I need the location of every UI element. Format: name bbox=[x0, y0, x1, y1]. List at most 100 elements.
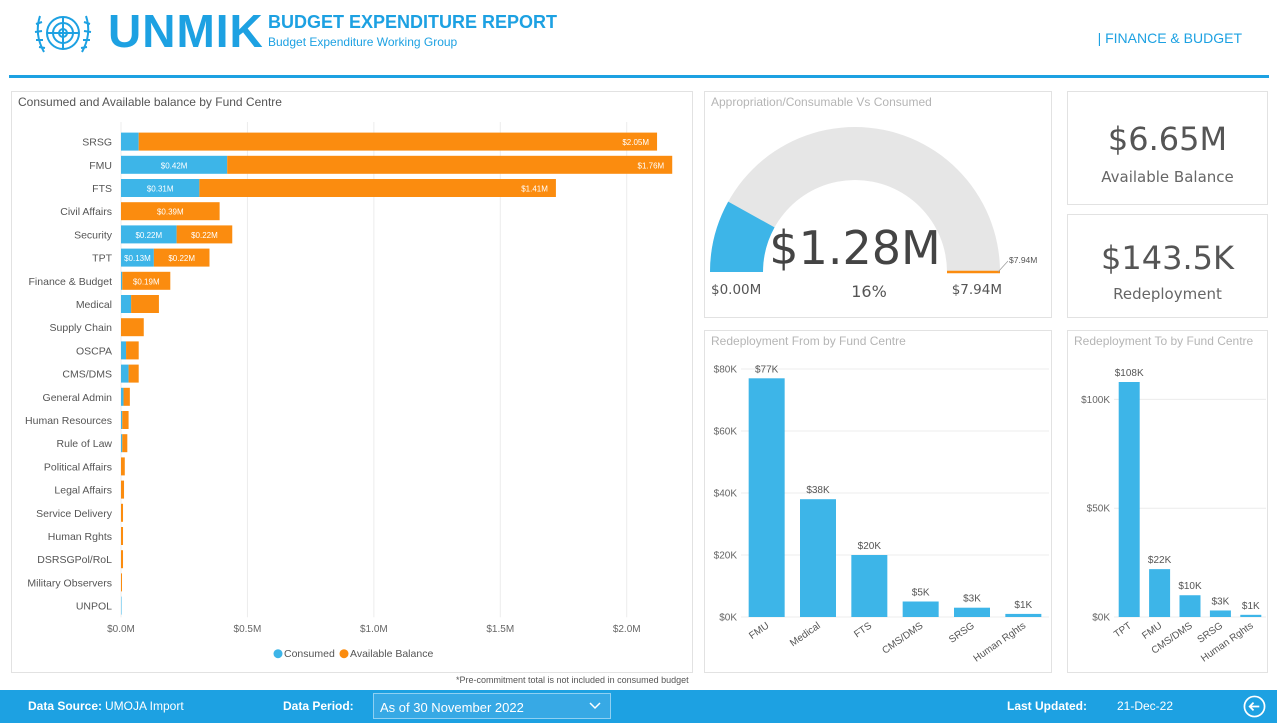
bar-data-label: $0.39M bbox=[157, 208, 184, 217]
bar bbox=[902, 601, 939, 617]
x-tick-label: TPT bbox=[1112, 620, 1134, 640]
bar-available bbox=[121, 573, 123, 592]
report-header: UNMIK BUDGET EXPENDITURE REPORT Budget E… bbox=[0, 0, 1277, 80]
gauge-max-label: $7.94M bbox=[952, 282, 1002, 298]
category-label: Civil Affairs bbox=[60, 206, 112, 218]
x-tick-label: $0.5M bbox=[234, 624, 262, 635]
bar-data-label: $1.41M bbox=[521, 185, 548, 194]
back-arrow-icon[interactable] bbox=[1243, 695, 1266, 718]
bar-available bbox=[121, 550, 124, 569]
bar-available bbox=[121, 202, 220, 221]
category-label: Political Affairs bbox=[44, 461, 112, 473]
data-source-value: UMOJA Import bbox=[105, 699, 184, 713]
last-updated-value: 21-Dec-22 bbox=[1117, 699, 1174, 713]
bar-available bbox=[227, 155, 673, 174]
redeployment-to-panel: Redeployment To by Fund Centre $0K $50K $1… bbox=[1067, 330, 1268, 673]
bar-available bbox=[121, 527, 124, 545]
bar bbox=[800, 499, 836, 617]
bar bbox=[748, 378, 785, 617]
bar-consumed bbox=[121, 434, 123, 453]
bar bbox=[1149, 569, 1171, 617]
bar-data-label: $0.22M bbox=[168, 254, 195, 263]
bar-data-label: $3K bbox=[963, 594, 981, 605]
category-label: FTS bbox=[92, 183, 112, 195]
bar-consumed bbox=[121, 341, 127, 360]
kpi-label: Available Balance bbox=[1101, 168, 1234, 186]
bar-data-label: $0.22M bbox=[191, 231, 218, 240]
bar-available bbox=[122, 411, 129, 429]
bar-data-label: $0.42M bbox=[161, 161, 188, 170]
bar-available bbox=[121, 480, 125, 499]
chart-title: Redeployment To by Fund Centre bbox=[1074, 334, 1254, 348]
kpi-label: Redeployment bbox=[1113, 285, 1222, 303]
gauge-percent: 16% bbox=[851, 282, 887, 301]
consumed-available-chart[interactable]: $0.0M $0.5M $1.0M $1.5M $2.0M SRSG $2.05M FMU $0… bbox=[12, 92, 692, 672]
legend-marker-available bbox=[339, 649, 349, 659]
un-emblem-icon bbox=[34, 15, 92, 53]
category-label: SRSG bbox=[82, 137, 112, 149]
bar-available bbox=[121, 457, 125, 476]
x-tick-label: $2.0M bbox=[613, 624, 641, 635]
legend-marker-consumed bbox=[273, 649, 283, 659]
y-tick-label: $100K bbox=[1081, 395, 1110, 406]
bar bbox=[1240, 614, 1262, 617]
logo-text: UNMIK bbox=[108, 5, 264, 57]
bar-data-label: $1K bbox=[1014, 600, 1032, 611]
category-label: OSCPA bbox=[76, 345, 112, 357]
x-tick-label: Medical bbox=[788, 620, 823, 649]
category-label: Human Rghts bbox=[48, 531, 112, 543]
data-period-value: As of 30 November 2022 bbox=[380, 700, 524, 715]
bar bbox=[1179, 595, 1201, 617]
bar-data-label: $3K bbox=[1212, 596, 1230, 607]
bar bbox=[1118, 382, 1140, 617]
redeployment-to-chart[interactable]: $0K$50K$100K$108KTPT$22KFMU$10KCMS/DMS$3… bbox=[1068, 331, 1267, 672]
bar bbox=[954, 607, 990, 617]
report-subtitle: Budget Expenditure Working Group bbox=[268, 35, 458, 49]
y-tick-label: $20K bbox=[714, 551, 738, 562]
category-label: FMU bbox=[89, 160, 112, 172]
category-label: TPT bbox=[92, 253, 112, 265]
header-divider bbox=[9, 75, 1269, 78]
bar-data-label: $108K bbox=[1115, 368, 1144, 379]
gauge-panel: Appropriation/Consumable Vs Consumed $7.… bbox=[704, 91, 1052, 318]
bar-data-label: $5K bbox=[912, 588, 930, 599]
bar-consumed bbox=[121, 225, 177, 244]
bar-available bbox=[176, 225, 233, 244]
bar-available bbox=[121, 318, 144, 337]
section-tag[interactable]: | FINANCE & BUDGET bbox=[1097, 30, 1242, 46]
y-tick-label: $80K bbox=[714, 365, 738, 376]
bar-data-label: $0.13M bbox=[124, 254, 151, 263]
x-tick-label: FTS bbox=[852, 620, 874, 640]
redeployment-from-chart[interactable]: $0K $20K $40K $60K $80K $77K FMU $38K Medical $20… bbox=[705, 331, 1051, 672]
consumed-available-panel: Consumed and Available balance by Fund C… bbox=[11, 91, 693, 673]
bar-data-label: $0.31M bbox=[147, 185, 174, 194]
bar-data-label: $10K bbox=[1178, 581, 1202, 592]
data-period-dropdown[interactable]: As of 30 November 2022 bbox=[373, 693, 611, 719]
gauge-chart[interactable]: $7.94M $1.28M $0.00M 16% $7.94M bbox=[705, 92, 1051, 317]
category-label: Human Resources bbox=[25, 415, 112, 427]
bar bbox=[1005, 613, 1042, 617]
bar-data-label: $20K bbox=[858, 541, 882, 552]
bar-available bbox=[126, 341, 139, 360]
y-tick-label: $60K bbox=[714, 427, 738, 438]
gauge-track bbox=[710, 127, 1000, 272]
report-title: BUDGET EXPENDITURE REPORT bbox=[268, 12, 558, 32]
category-label: Supply Chain bbox=[50, 322, 113, 334]
category-label: DSRSGPol/RoL bbox=[37, 554, 112, 566]
bar-consumed bbox=[121, 387, 124, 406]
gauge-fill bbox=[710, 201, 775, 272]
legend-label: Available Balance bbox=[350, 648, 433, 660]
legend-label: Consumed bbox=[284, 648, 335, 660]
x-tick-label: $1.0M bbox=[360, 624, 388, 635]
category-label: Security bbox=[74, 229, 113, 241]
bar-consumed bbox=[121, 295, 132, 313]
bar-available bbox=[122, 434, 128, 453]
bar-data-label: $38K bbox=[806, 485, 830, 496]
last-updated-label: Last Updated: bbox=[1007, 699, 1088, 713]
bar bbox=[1209, 610, 1231, 617]
category-label: Finance & Budget bbox=[29, 276, 113, 288]
bar-consumed bbox=[121, 179, 200, 197]
kpi-card-redeployment: $143.5K Redeployment bbox=[1067, 214, 1268, 318]
chart-title: Redeployment From by Fund Centre bbox=[711, 334, 906, 348]
kpi-value: $6.65M bbox=[1107, 120, 1228, 158]
